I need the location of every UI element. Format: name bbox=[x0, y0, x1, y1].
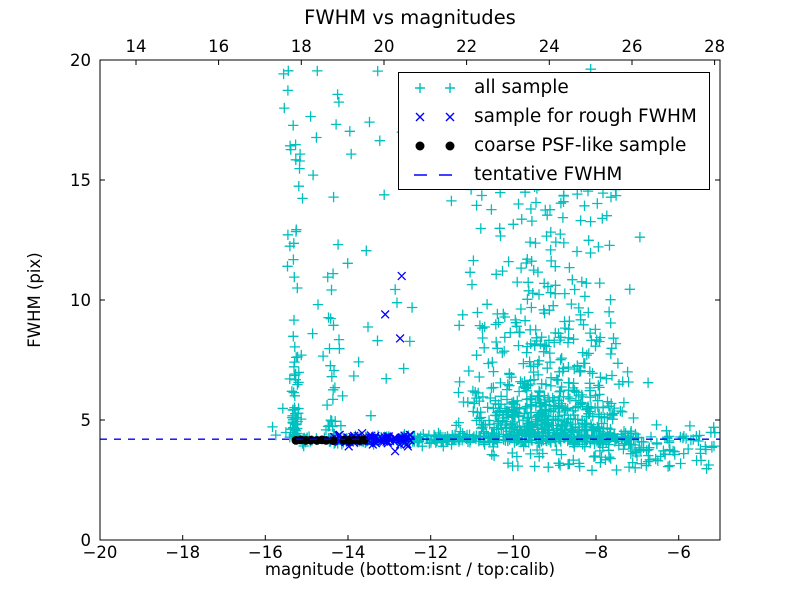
x-top-tick-label: 14 bbox=[126, 37, 147, 56]
legend-label: coarse PSF-like sample bbox=[474, 135, 687, 156]
x-top-tick-label: 28 bbox=[704, 37, 725, 56]
y-tick-label: 5 bbox=[81, 411, 92, 430]
legend-item-rough-fwhm: sample for rough FWHM bbox=[409, 106, 699, 128]
dot-marker-icon bbox=[415, 141, 455, 150]
legend-label: tentative FWHM bbox=[474, 164, 623, 185]
series-all_sample bbox=[267, 64, 720, 476]
y-tick-label: 0 bbox=[81, 531, 92, 550]
x-top-tick-label: 18 bbox=[291, 37, 312, 56]
x-bottom-tick-label: −16 bbox=[248, 543, 283, 562]
x-top-tick-label: 16 bbox=[208, 37, 229, 56]
axis-tick-labels: −20 −18 −16 −14 −12 −10 −8 −6 14 16 18 20 22 24 26 28 0 5… bbox=[70, 37, 725, 562]
series-rough_fwhm bbox=[329, 271, 415, 456]
x-bottom-tick-label: −6 bbox=[667, 543, 691, 562]
legend: all sample sample for rough FWHM coarse … bbox=[398, 72, 710, 190]
plus-marker-icon bbox=[415, 82, 455, 93]
dashed-line-icon bbox=[414, 173, 456, 176]
cross-marker-icon bbox=[415, 112, 455, 121]
legend-label: sample for rough FWHM bbox=[474, 106, 697, 127]
x-bottom-tick-label: −10 bbox=[496, 543, 531, 562]
legend-item-coarse-psf: coarse PSF-like sample bbox=[409, 135, 699, 157]
x-top-tick-label: 22 bbox=[456, 37, 477, 56]
chart-title: FWHM vs magnitudes bbox=[304, 6, 516, 29]
scatter-points-layer bbox=[267, 64, 720, 476]
x-top-tick-label: 24 bbox=[539, 37, 560, 56]
y-axis-label: FWHM (pix) bbox=[25, 252, 44, 348]
legend-item-all-sample: all sample bbox=[409, 77, 699, 99]
series-coarse_psf bbox=[291, 435, 369, 445]
y-tick-label: 15 bbox=[70, 171, 91, 190]
y-tick-label: 20 bbox=[70, 51, 91, 70]
x-bottom-tick-label: −20 bbox=[83, 543, 118, 562]
x-top-tick-label: 20 bbox=[374, 37, 395, 56]
legend-item-tentative-fwhm: tentative FWHM bbox=[409, 164, 699, 186]
x-top-tick-label: 26 bbox=[622, 37, 643, 56]
x-axis-label: magnitude (bottom:isnt / top:calib) bbox=[264, 560, 556, 579]
x-bottom-tick-label: −18 bbox=[165, 543, 200, 562]
y-tick-label: 10 bbox=[70, 291, 91, 310]
x-bottom-tick-label: −14 bbox=[331, 543, 366, 562]
x-bottom-tick-label: −8 bbox=[584, 543, 608, 562]
x-bottom-tick-label: −12 bbox=[413, 543, 448, 562]
axis-ticks bbox=[99, 59, 720, 541]
legend-label: all sample bbox=[474, 77, 569, 98]
